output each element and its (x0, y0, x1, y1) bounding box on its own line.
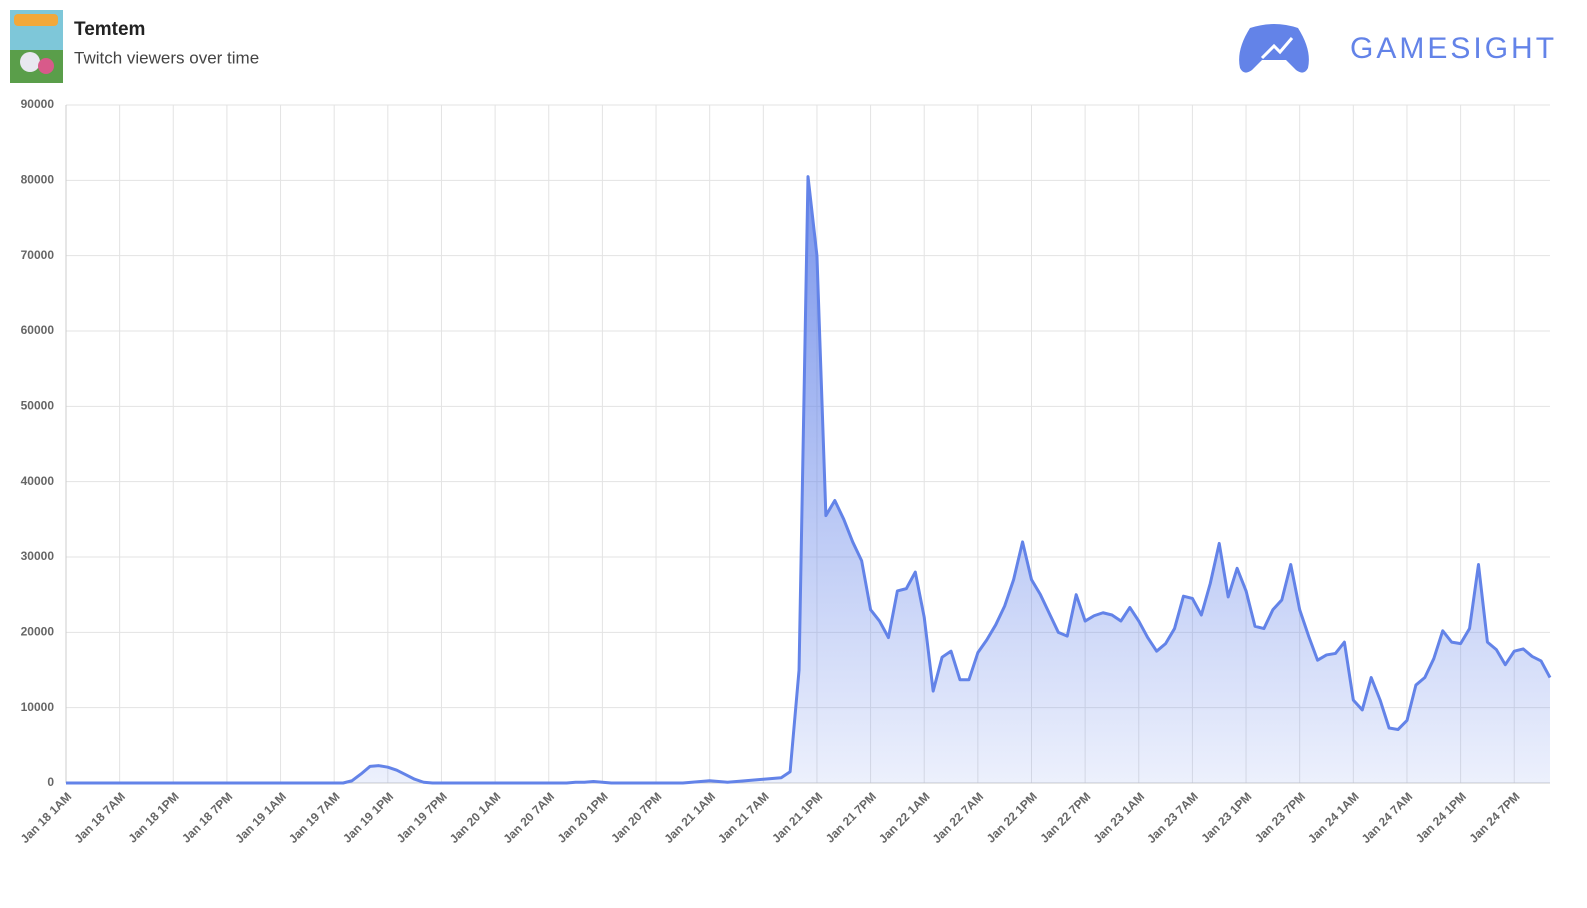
y-tick-label: 60000 (21, 323, 55, 337)
x-tick-label: Jan 23 1AM (1091, 789, 1148, 846)
y-tick-label: 20000 (21, 625, 55, 639)
x-tick-label: Jan 21 7PM (823, 789, 879, 845)
y-tick-label: 90000 (21, 97, 55, 111)
x-tick-label: Jan 20 1PM (555, 789, 611, 845)
x-tick-label: Jan 19 7PM (394, 789, 450, 845)
y-tick-label: 10000 (21, 700, 55, 714)
line (66, 175, 1552, 785)
x-tick-label: Jan 21 7AM (715, 789, 772, 846)
x-tick-label: Jan 20 7PM (608, 789, 664, 845)
brand-logo (1239, 24, 1309, 73)
chart-subtitle: Twitch viewers over time (74, 48, 259, 67)
x-tick-label: Jan 22 7PM (1037, 789, 1093, 845)
x-tick-label: Jan 18 7AM (71, 789, 128, 846)
x-tick-label: Jan 18 1AM (18, 789, 75, 846)
x-tick-label: Jan 24 1PM (1413, 789, 1469, 845)
x-tick-label: Jan 22 1AM (876, 789, 933, 846)
x-tick-label: Jan 24 7PM (1466, 789, 1522, 845)
chart-title: Temtem (74, 19, 145, 40)
x-tick-label: Jan 23 7AM (1144, 789, 1201, 846)
y-tick-label: 0 (47, 775, 54, 789)
y-tick-label: 50000 (21, 399, 55, 413)
brand-name: GAMESIGHT (1350, 32, 1557, 65)
x-tick-label: Jan 23 1PM (1198, 789, 1254, 845)
x-tick-label: Jan 18 1PM (126, 789, 182, 845)
x-tick-label: Jan 22 7AM (930, 789, 987, 846)
area-fill (66, 176, 1550, 783)
x-tick-label: Jan 24 7AM (1359, 789, 1416, 846)
y-tick-label: 70000 (21, 248, 55, 262)
x-tick-label: Jan 19 1PM (340, 789, 396, 845)
x-tick-label: Jan 19 7AM (286, 789, 343, 846)
x-tick-label: Jan 20 1AM (447, 789, 504, 846)
y-tick-label: 80000 (21, 173, 55, 187)
x-tick-label: Jan 24 1AM (1305, 789, 1362, 846)
game-thumbnail (10, 10, 63, 83)
y-tick-label: 40000 (21, 474, 55, 488)
x-tick-label: Jan 21 1PM (769, 789, 825, 845)
x-tick-label: Jan 21 1AM (661, 789, 718, 846)
x-tick-label: Jan 18 7PM (179, 789, 235, 845)
x-tick-label: Jan 20 7AM (501, 789, 558, 846)
x-tick-label: Jan 23 7PM (1252, 789, 1308, 845)
x-tick-label: Jan 22 1PM (984, 789, 1040, 845)
y-tick-label: 30000 (21, 549, 55, 563)
x-tick-label: Jan 19 1AM (232, 789, 289, 846)
